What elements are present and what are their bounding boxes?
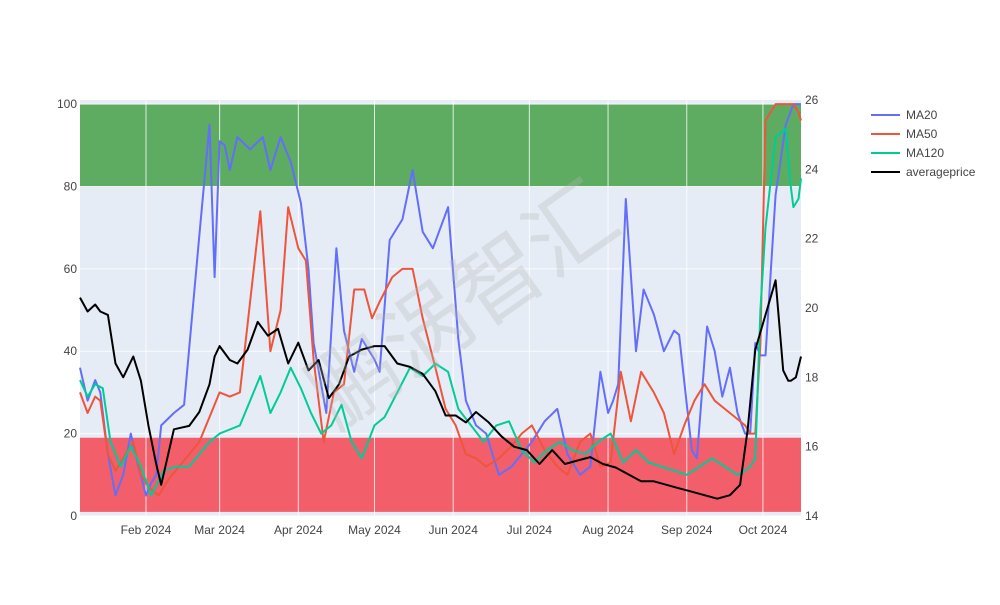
y2-tick-label: 16	[805, 440, 819, 454]
y2-tick-label: 26	[805, 93, 819, 107]
legend-label: MA120	[906, 146, 944, 160]
x-tick-label: Mar 2024	[194, 523, 245, 537]
series-line-ma50	[79, 103, 802, 497]
x-tick-label: Feb 2024	[121, 523, 172, 537]
grid-layer	[80, 100, 801, 517]
x-tick-label: Jun 2024	[428, 523, 478, 537]
legend[interactable]: MA20 MA50 MA120 averageprice	[871, 108, 976, 179]
legend-item-ma120[interactable]: MA120	[871, 146, 944, 160]
x-tick-label: Apr 2024	[274, 523, 323, 537]
y-tick-label: 100	[57, 97, 77, 111]
series-line-averageprice	[79, 279, 802, 500]
y2-tick-label: 24	[805, 162, 819, 176]
legend-item-averageprice[interactable]: averageprice	[871, 165, 976, 179]
legend-label: MA20	[906, 108, 938, 122]
legend-item-ma20[interactable]: MA20	[871, 108, 938, 122]
y-tick-label: 0	[70, 509, 77, 523]
y2-tick-label: 18	[805, 370, 819, 384]
x-tick-label: Jul 2024	[507, 523, 553, 537]
y2-tick-label: 14	[805, 509, 819, 523]
legend-label: MA50	[906, 127, 938, 141]
x-tick-label: Sep 2024	[661, 523, 713, 537]
x-tick-label: Oct 2024	[739, 523, 788, 537]
series-line-ma20	[79, 103, 801, 497]
y-tick-label: 60	[64, 262, 78, 276]
bands-layer	[80, 104, 801, 512]
band-0	[80, 104, 801, 187]
series-layer	[79, 103, 802, 500]
y2-tick-label: 22	[805, 232, 819, 246]
y-tick-label: 80	[64, 179, 78, 193]
x-tick-label: May 2024	[348, 523, 401, 537]
legend-label: averageprice	[906, 165, 976, 179]
band-1	[80, 437, 801, 512]
x-tick-label: Aug 2024	[582, 523, 634, 537]
y2-tick-label: 20	[805, 301, 819, 315]
series-line-ma120	[79, 127, 802, 497]
y-tick-label: 20	[64, 427, 78, 441]
y-tick-label: 40	[64, 344, 78, 358]
ticks-layer: 0 20 40 60 80 100 Feb 2024 Mar 2024 Apr 2024 May …	[57, 93, 819, 537]
legend-item-ma50[interactable]: MA50	[871, 127, 938, 141]
